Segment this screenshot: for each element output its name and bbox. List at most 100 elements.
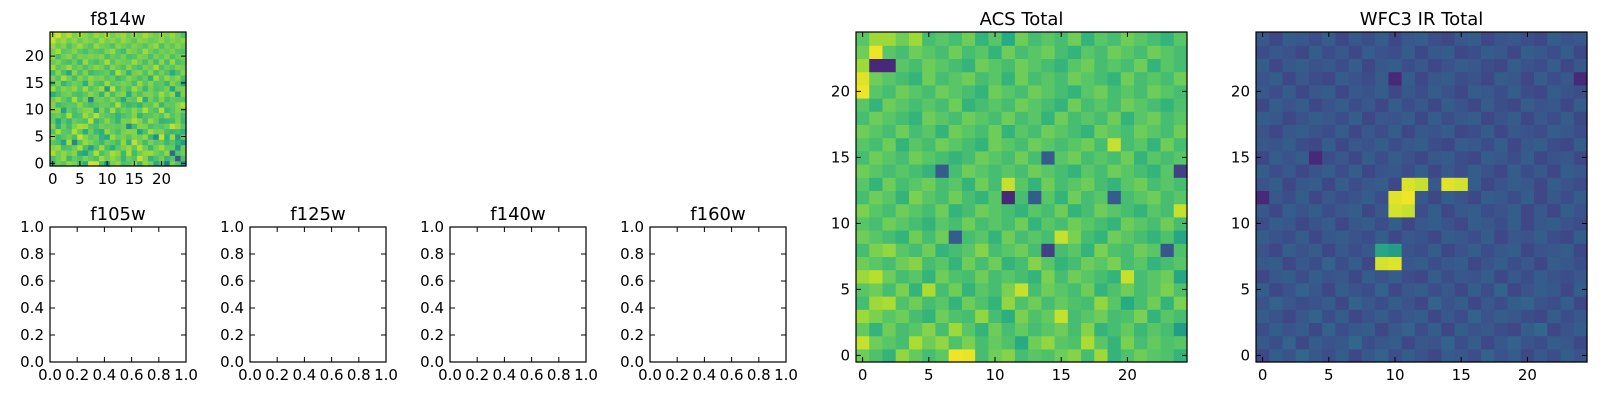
heatmap-cell (77, 123, 84, 130)
heatmap-cell (975, 164, 989, 178)
heatmap-cell (1081, 32, 1095, 46)
x-tick-label: 0.4 (692, 366, 716, 384)
heatmap-cell (988, 84, 1003, 99)
heatmap-cell (93, 74, 100, 81)
heatmap-cell (1282, 309, 1297, 323)
heatmap-cell (1160, 216, 1175, 231)
heatmap-cell (98, 80, 105, 87)
heatmap-cell (975, 243, 989, 257)
heatmap-cell (147, 58, 154, 65)
heatmap-cell (1295, 309, 1310, 323)
heatmap-cell (1269, 216, 1284, 231)
heatmap-cell (153, 85, 160, 92)
x-tick-label: 1.0 (174, 366, 198, 384)
heatmap-cell (164, 53, 171, 60)
heatmap-cell (948, 45, 963, 59)
heatmap-cell (120, 123, 127, 130)
heatmap-cell (1454, 190, 1469, 205)
heatmap-cell (1414, 111, 1429, 125)
heatmap-cell (1375, 137, 1389, 152)
heatmap-cell (1401, 58, 1416, 73)
heatmap-cell (869, 348, 884, 363)
x-tick-label: 0 (48, 170, 58, 188)
heatmap-cell (895, 177, 910, 191)
heatmap-cell (882, 84, 897, 99)
heatmap-cell (109, 149, 116, 156)
heatmap-cell (82, 128, 89, 135)
heatmap-cell (131, 42, 138, 49)
heatmap-cell (115, 123, 122, 130)
heatmap-cell (1107, 71, 1122, 86)
y-tick-label: 0.8 (220, 245, 244, 263)
heatmap-cell (109, 58, 116, 65)
heatmap-cell (98, 69, 105, 76)
heatmap-cell (147, 117, 154, 124)
heatmap-cell (1375, 348, 1389, 363)
heatmap-cell (77, 96, 84, 103)
heatmap-cell (77, 139, 84, 146)
heatmap-cell (1322, 124, 1337, 139)
heatmap-cell (1107, 137, 1122, 152)
heatmap-cell (164, 96, 171, 103)
heatmap-cell (1454, 164, 1469, 178)
heatmap-cell (961, 32, 976, 46)
heatmap-cell (153, 123, 160, 130)
heatmap-cell (1361, 124, 1376, 139)
heatmap-cell (137, 123, 144, 130)
heatmap-cell (1282, 137, 1297, 152)
heatmap-cell (1308, 111, 1323, 125)
heatmap-cell (104, 69, 111, 76)
heatmap-cell (1494, 177, 1509, 191)
heatmap-cell (1147, 71, 1162, 86)
heatmap-cell (856, 216, 870, 231)
heatmap-cell (1322, 282, 1337, 297)
heatmap-cell (120, 144, 127, 151)
heatmap-cell (115, 58, 122, 65)
heatmap-cell (1120, 203, 1135, 218)
heatmap-cell (935, 71, 950, 86)
heatmap-cell (975, 98, 989, 112)
heatmap-cell (77, 107, 84, 113)
heatmap-cell (1401, 177, 1416, 191)
heatmap-cell (66, 101, 73, 108)
heatmap-cell (1001, 190, 1016, 205)
heatmap-cell (1322, 71, 1337, 86)
heatmap-cell (1322, 216, 1337, 231)
heatmap-cell (1428, 322, 1442, 337)
heatmap-cell (169, 64, 176, 71)
heatmap-cell (922, 177, 937, 191)
heatmap-cell (948, 296, 963, 310)
heatmap-cell (1001, 322, 1016, 337)
heatmap-cell (1454, 177, 1469, 191)
heatmap-cell (1375, 335, 1389, 350)
heatmap-cell (93, 144, 100, 151)
heatmap-cell (1134, 348, 1148, 363)
heatmap-cell (1375, 45, 1389, 59)
x-tick-label: 10 (98, 170, 117, 188)
heatmap-cell (1401, 203, 1416, 218)
y-tick-label: 15 (25, 74, 44, 92)
heatmap-cell (1308, 32, 1323, 46)
heatmap-cell (88, 160, 95, 167)
heatmap-cell (1269, 150, 1284, 165)
heatmap-cell (1173, 216, 1188, 231)
heatmap-cell (98, 85, 105, 92)
y-tick-label: 0.2 (220, 326, 244, 344)
heatmap-cell (895, 98, 910, 112)
heatmap-cell (869, 164, 884, 178)
x-tick-label: 0.2 (65, 366, 89, 384)
heatmap-cell (98, 32, 105, 38)
heatmap-cell (895, 230, 910, 244)
heatmap-cell (1534, 45, 1548, 59)
heatmap-cell (137, 90, 144, 97)
heatmap-cell (1547, 230, 1562, 244)
heatmap-cell (66, 144, 73, 151)
heatmap-cell (88, 64, 95, 71)
heatmap-cell (175, 80, 182, 87)
heatmap-cell (1428, 150, 1442, 165)
heatmap-cell (169, 144, 176, 151)
heatmap-cell (77, 117, 84, 124)
heatmap-cell (82, 69, 89, 76)
heatmap-cell (1014, 45, 1029, 59)
heatmap-cell (935, 111, 950, 125)
